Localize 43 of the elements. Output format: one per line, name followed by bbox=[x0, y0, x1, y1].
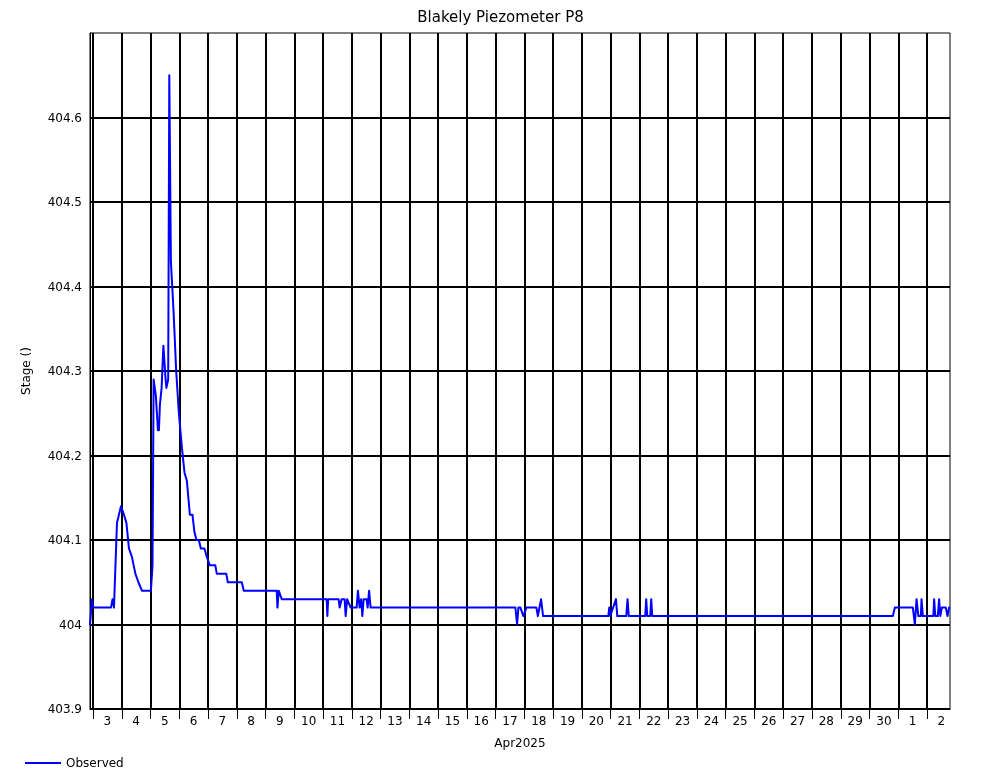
x-tick-label: 20 bbox=[588, 714, 604, 728]
y-tick-label: 404.4 bbox=[47, 279, 82, 294]
x-tick-label: 6 bbox=[189, 714, 198, 728]
x-tick-label: 30 bbox=[876, 714, 892, 728]
y-tick-label: 403.9 bbox=[47, 702, 82, 716]
y-tick-label: 404.1 bbox=[47, 533, 82, 547]
x-tick-label: 19 bbox=[559, 714, 576, 728]
x-tick-label: 26 bbox=[761, 714, 777, 728]
y-tick-label: 404.5 bbox=[47, 195, 82, 209]
x-tick-label: 17 bbox=[502, 714, 518, 728]
x-tick-label: 28 bbox=[818, 714, 835, 728]
x-tick-label: 12 bbox=[358, 714, 374, 728]
x-tick-label: 7 bbox=[218, 714, 227, 728]
x-tick-label: 1 bbox=[908, 714, 917, 728]
y-tick-label: 404.6 bbox=[47, 110, 82, 125]
x-tick-label: 4 bbox=[132, 714, 140, 728]
x-tick-label: 29 bbox=[847, 714, 863, 728]
x-tick-label: 10 bbox=[301, 714, 317, 728]
x-tick-label: 3 bbox=[103, 714, 112, 728]
y-axis-title: Stage () bbox=[19, 347, 33, 395]
x-tick-label: 25 bbox=[732, 714, 748, 728]
x-tick-label: 23 bbox=[674, 714, 691, 728]
legend-label: Observed bbox=[66, 756, 124, 770]
x-tick-label: 2 bbox=[937, 714, 946, 728]
x-tick-label: 13 bbox=[387, 714, 403, 728]
x-tick-label: 11 bbox=[329, 714, 346, 728]
x-tick-label: 15 bbox=[444, 714, 461, 728]
y-tick-label: 404.2 bbox=[47, 448, 82, 463]
x-tick-label: 21 bbox=[617, 714, 633, 728]
line-series bbox=[89, 74, 951, 626]
x-tick-label: 14 bbox=[416, 714, 432, 728]
y-tick-label: 404.3 bbox=[47, 364, 82, 378]
x-tick-label: 24 bbox=[703, 714, 719, 728]
chart-title: Blakely Piezometer P8 bbox=[417, 7, 584, 26]
x-tick-label: 9 bbox=[276, 714, 284, 728]
x-tick-label: 22 bbox=[646, 714, 662, 728]
x-tick-label: 16 bbox=[473, 714, 489, 728]
x-tick-label: 5 bbox=[161, 714, 169, 728]
x-tick-label: 8 bbox=[247, 714, 255, 728]
x-tick-label: 18 bbox=[531, 714, 547, 728]
x-axis-title: Apr2025 bbox=[494, 736, 546, 750]
y-tick-label: 404 bbox=[59, 617, 82, 632]
x-tick-label: 27 bbox=[789, 714, 806, 728]
